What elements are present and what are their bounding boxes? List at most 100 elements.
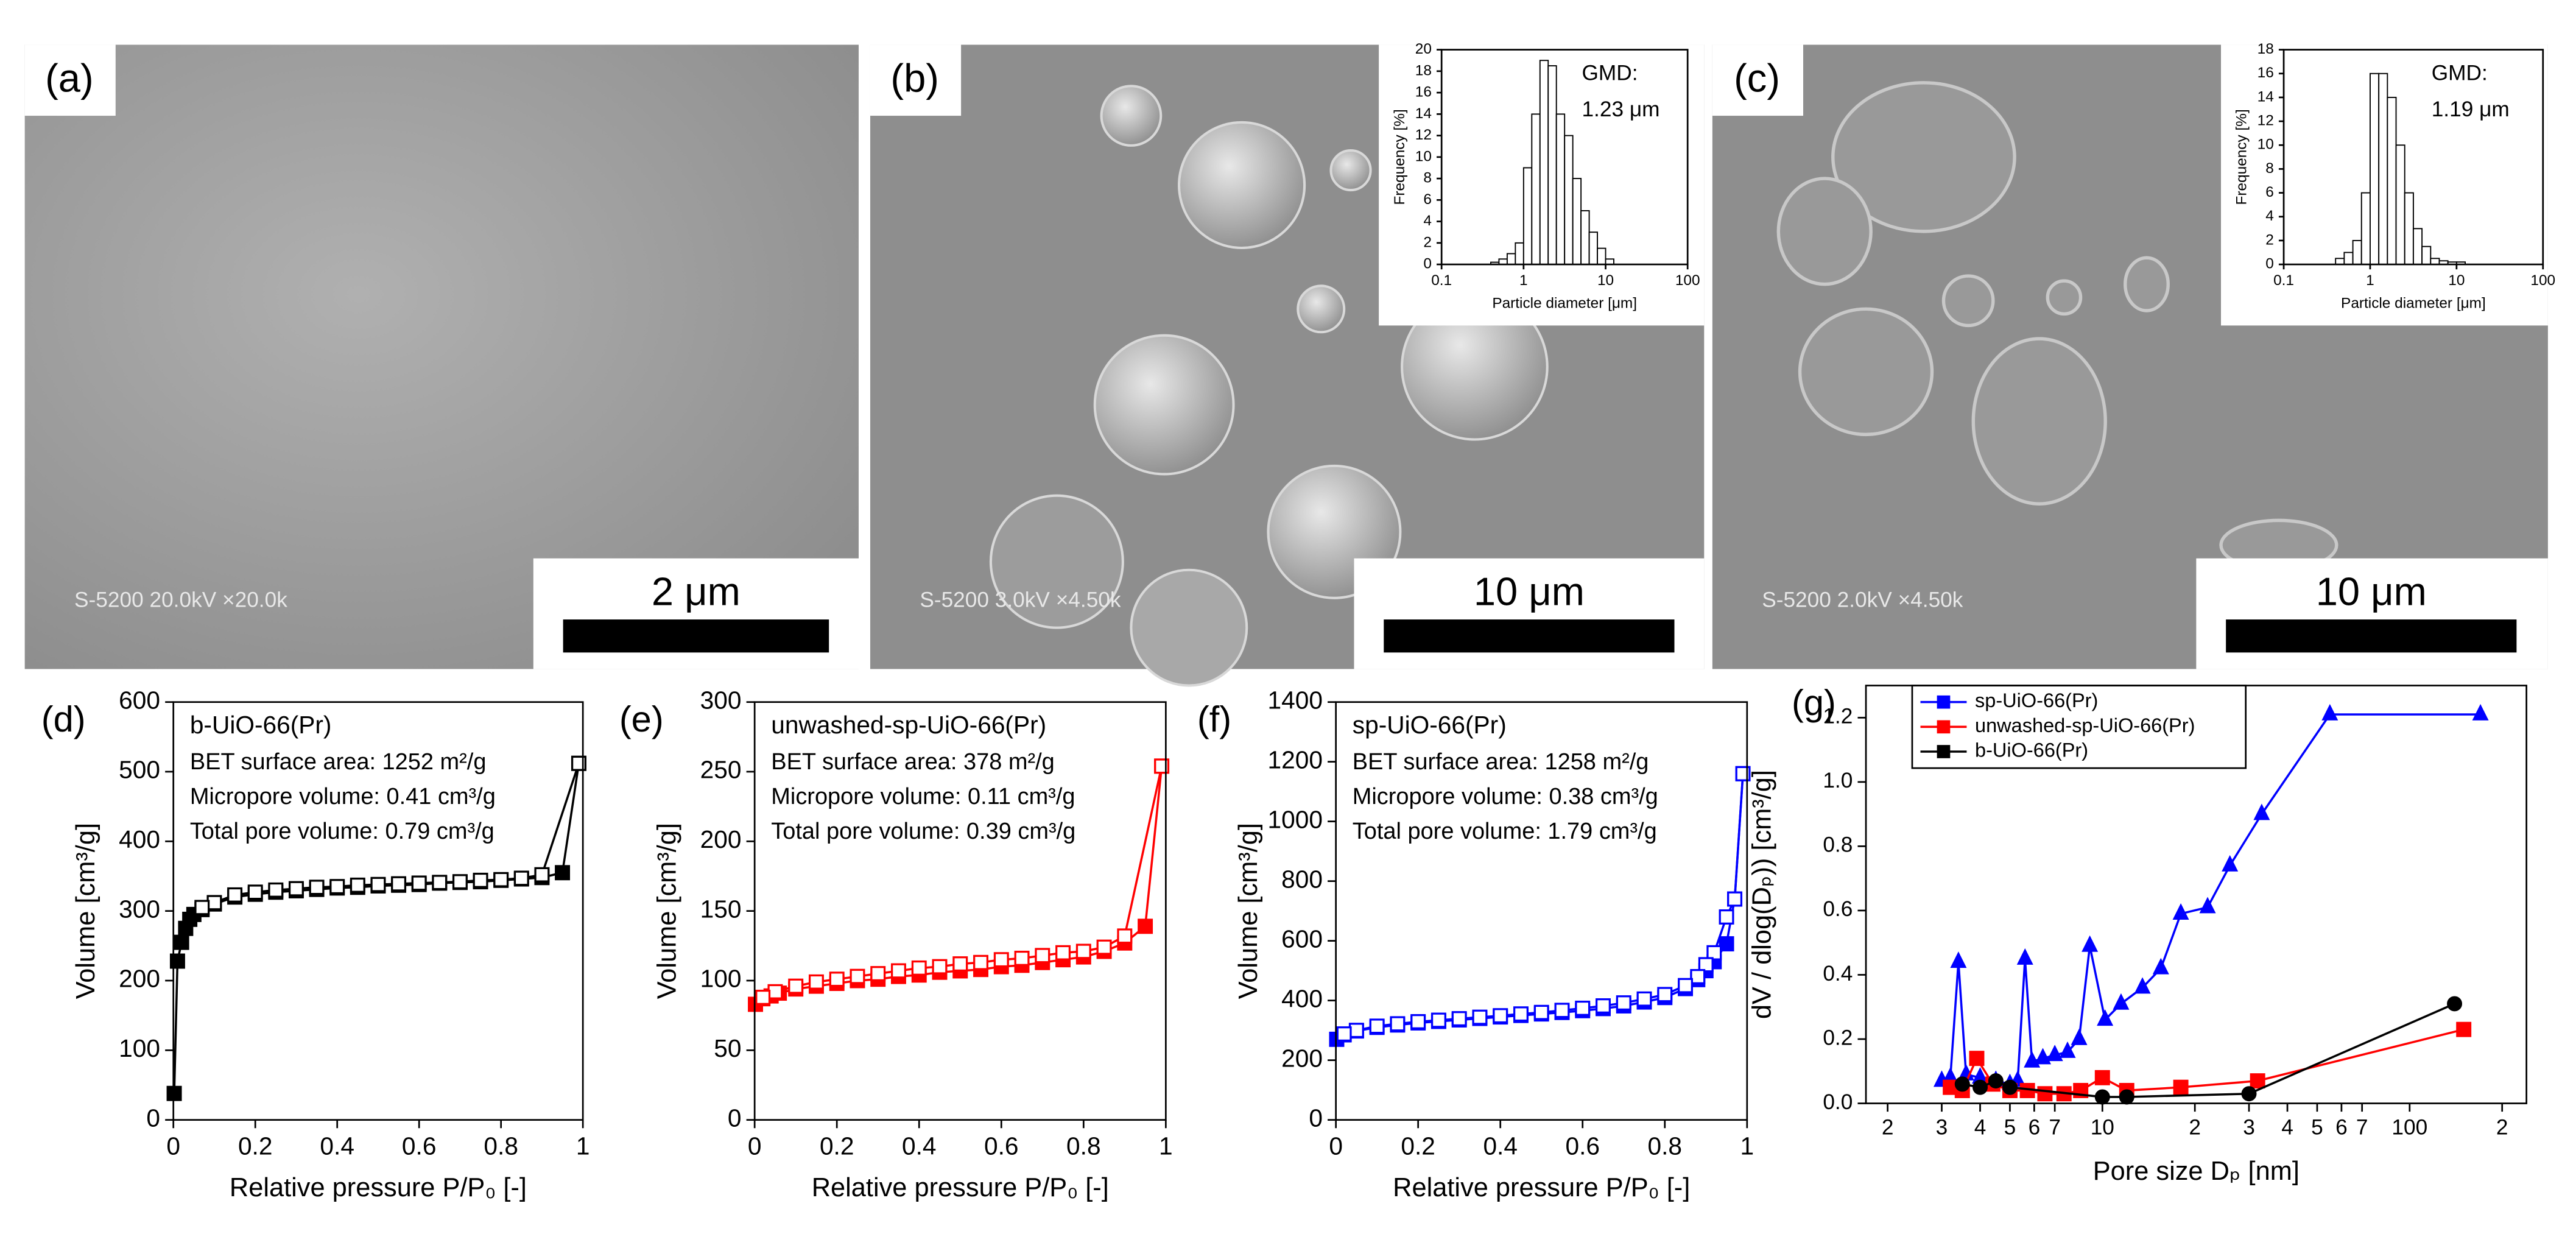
y-tick-label: 0 [2265,256,2274,272]
plot-frame [1440,49,1689,266]
scale-bar [1384,619,1675,653]
x-tick-label: 5 [2004,1116,2016,1140]
x-tick-label: 6 [2335,1116,2348,1140]
marker [2152,957,2169,975]
marker [2199,897,2216,914]
y-tick-label: 16 [2258,65,2274,81]
histogram-bar [1555,113,1566,266]
marker [1950,951,1967,968]
y-tick-label: 600 [119,686,160,714]
y-tick-label: 12 [1415,127,1432,143]
marker [2253,803,2270,820]
y-tick-label: 0.2 [1823,1026,1853,1049]
marker [1690,968,1706,984]
marker [2016,948,2033,965]
y-tick-label: 100 [700,965,742,993]
marker [2113,993,2130,1010]
x-tick-label: 0.8 [1648,1132,1683,1160]
marker [1035,948,1050,964]
marker [755,989,771,1005]
y-tick-label: 300 [119,895,160,923]
marker [1636,991,1652,1007]
x-tick-label: 3 [1936,1116,1948,1140]
x-tick-label: 1 [2366,272,2374,289]
x-tick-label: 10 [1597,272,1614,289]
marker [1075,943,1091,959]
panel-label: (a) [45,55,94,100]
plot-frame [2282,49,2544,266]
marker [911,960,927,976]
marker [2172,903,2189,920]
y-tick-label: 20 [1415,41,1432,57]
x-axis-label: Pore size Dₚ [nm] [2093,1157,2300,1186]
annotation: BET surface area: 378 m²/g [771,749,1055,775]
y-axis-label: Frequency [%] [2234,109,2250,205]
histogram-bar [2335,258,2345,266]
y-tick-label: 1.2 [1823,705,1853,728]
y-tick-label: 10 [2258,136,2274,153]
x-axis-label: Particle diameter [μm] [2341,295,2486,312]
marker [513,870,529,886]
marker [493,872,509,887]
marker [227,887,243,903]
marker [1369,1018,1385,1034]
series-line [1336,774,1744,1040]
y-tick-label: 0 [1423,256,1432,272]
marker [174,934,189,950]
x-tick-label: 2 [1882,1116,1894,1140]
x-tick-label: 1 [576,1132,590,1160]
marker [1719,936,1734,952]
marker [2094,1070,2110,1085]
panel-label-box [1712,44,1803,116]
marker [1706,945,1722,961]
marker [2082,935,2099,952]
marker [2035,1048,2051,1065]
histogram-bar [2421,245,2432,266]
marker [1513,1006,1529,1022]
marker [1972,1079,1988,1095]
x-tick-label: 1 [1740,1132,1754,1160]
x-tick-label: 10 [2448,272,2465,289]
y-tick-label: 150 [700,895,742,923]
y-tick-label: 0.6 [1823,897,1853,921]
x-tick-label: 0.4 [320,1132,354,1160]
annotation: BET surface area: 1252 m²/g [190,749,487,775]
x-tick-label: 0.8 [484,1132,518,1160]
y-tick-label: 200 [700,825,742,853]
histogram-bar [1515,242,1524,266]
y-tick-label: 4 [2265,208,2274,224]
y-tick-label: 800 [1281,865,1323,893]
scale-bar [563,619,829,653]
panel-label: (b) [890,55,939,100]
y-tick-label: 0 [728,1104,742,1132]
marker [534,867,550,883]
x-axis-label: Relative pressure P/P₀ [-] [230,1173,527,1202]
y-tick-label: 1200 [1267,746,1322,774]
y-axis-label: Volume [cm³/g] [1234,823,1263,999]
annotation: GMD: [2432,62,2488,85]
y-tick-label: 0 [1309,1104,1323,1132]
marker [1493,1008,1508,1024]
marker [1954,1076,1970,1092]
marker [808,974,824,990]
annotation: BET surface area: 1258 m²/g [1353,749,1649,775]
panel-label-box [24,44,116,116]
marker [1431,1012,1446,1028]
marker [767,984,783,1000]
scale-bar [2226,619,2517,653]
y-tick-label: 0.4 [1823,962,1853,985]
marker [1096,939,1112,955]
x-tick-label: 0.2 [820,1132,854,1160]
y-tick-label: 4 [1423,213,1432,229]
y-tick-label: 18 [2258,41,2274,57]
y-tick-label: 10 [1415,148,1432,164]
x-tick-label: 0.4 [1483,1132,1518,1160]
sem-info: S-5200 2.0kV ×4.50k [1762,588,1963,612]
x-tick-label: 4 [2281,1116,2293,1140]
x-tick-label: 4 [1974,1116,1987,1140]
scale-bar-label: 10 μm [2316,569,2427,614]
x-tick-label: 3 [2243,1116,2255,1140]
histogram-bar [1588,231,1598,266]
y-tick-label: 0 [146,1104,160,1132]
x-axis-label: Relative pressure P/P₀ [-] [812,1173,1109,1202]
